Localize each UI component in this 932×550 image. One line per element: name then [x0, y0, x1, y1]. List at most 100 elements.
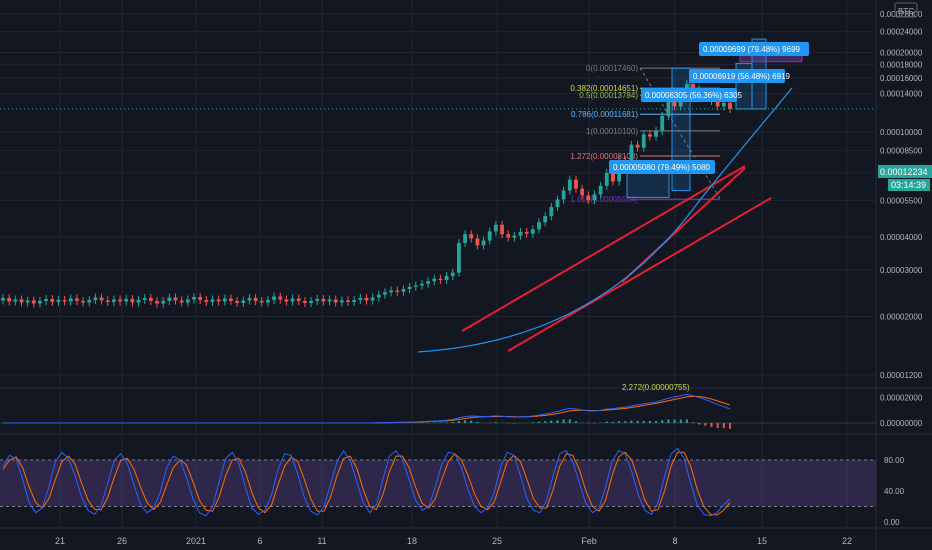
- time-tick-label: 11: [317, 536, 326, 546]
- candle-body: [352, 299, 357, 302]
- candle-body: [401, 289, 406, 292]
- candle-body: [413, 285, 418, 287]
- candle-body: [647, 134, 652, 137]
- macd-histogram-bar: [611, 421, 614, 423]
- candle-body: [469, 234, 474, 239]
- macd-histogram-bar: [494, 422, 497, 423]
- candle-body: [68, 298, 73, 302]
- candle-body: [487, 231, 492, 241]
- candle-body: [241, 300, 246, 303]
- candle-body: [567, 179, 572, 191]
- time-tick-label: 8: [672, 536, 677, 546]
- macd-histogram-bar: [568, 419, 571, 423]
- candle-body: [574, 179, 578, 189]
- macd-histogram-bar: [445, 422, 448, 423]
- candle-body: [524, 231, 529, 234]
- candle-body: [44, 298, 49, 301]
- candle-body: [666, 100, 671, 116]
- time-tick-label: 22: [842, 536, 852, 546]
- candle-body: [672, 100, 677, 107]
- macd-histogram-bar: [574, 421, 577, 423]
- fib-level-label: 1.272(0.00008108): [570, 152, 638, 161]
- candle-body: [75, 298, 79, 301]
- macd-histogram-bar: [550, 420, 553, 423]
- candle-body: [50, 298, 55, 302]
- measure-label-box: [641, 88, 737, 102]
- candle-body: [309, 300, 313, 303]
- macd-histogram-bar: [729, 423, 731, 429]
- time-tick-label: 6: [257, 536, 262, 546]
- candle-body: [586, 195, 591, 201]
- candle-body: [444, 275, 449, 280]
- macd-histogram-bar: [470, 420, 473, 423]
- candle-body: [25, 300, 30, 303]
- candle-body: [185, 299, 190, 303]
- candle-body: [432, 278, 437, 282]
- candle-body: [204, 299, 209, 302]
- macd-histogram-bar: [630, 420, 633, 423]
- candle-body: [592, 194, 597, 201]
- candle-body: [13, 299, 18, 302]
- candle-body: [118, 299, 122, 302]
- candle-body: [580, 188, 585, 196]
- time-tick-label: 26: [117, 536, 127, 546]
- current-price-text: 0.00012234: [880, 167, 928, 177]
- macd-histogram-bar: [642, 420, 645, 423]
- channel-lower-trendline: [507, 197, 772, 352]
- currency-badge-box[interactable]: [894, 2, 918, 18]
- candle-body: [500, 224, 504, 235]
- candle-body: [266, 299, 270, 303]
- candle-body: [148, 297, 153, 301]
- macd-histogram-bar: [464, 420, 467, 423]
- time-tick-label: 21: [55, 536, 65, 546]
- stochastic-axis: 80.00 40.00 0.00: [884, 456, 905, 527]
- candle-body: [284, 299, 289, 302]
- macd-histogram-bar: [636, 420, 639, 423]
- stoch-tick-label: 80.00: [884, 456, 905, 465]
- candle-body: [179, 300, 184, 303]
- candle-body: [654, 130, 658, 137]
- fib-level-label: 0.5(0.00013784): [579, 91, 638, 100]
- candle-body: [198, 297, 203, 300]
- price-tick-label: 0.00010000: [880, 128, 923, 137]
- candle-body: [549, 206, 554, 217]
- macd-axis: 0.00002000 0.00000000: [880, 394, 923, 428]
- candle-body: [161, 300, 166, 304]
- measure-labels: 0.00009699 (79.48%) 9699 0.00006919 (56.4…: [609, 42, 809, 174]
- macd-histogram-bar: [679, 419, 682, 423]
- countdown-text: 03:14:39: [891, 180, 926, 190]
- candle-body: [124, 298, 129, 302]
- candle-body: [543, 216, 548, 223]
- current-price-tag: [878, 165, 932, 178]
- time-tick-label: Feb: [581, 536, 597, 546]
- macd-histogram-bar: [476, 421, 479, 423]
- candle-body: [463, 234, 467, 243]
- candle-body: [19, 299, 24, 303]
- candle-body: [31, 300, 36, 304]
- candle-body: [506, 234, 511, 238]
- candle-body: [370, 297, 375, 301]
- macd-histogram-bar: [692, 422, 695, 423]
- trendline-drawings[interactable]: [417, 87, 793, 353]
- candle-body: [395, 290, 400, 292]
- candle-body: [302, 300, 307, 303]
- candle-body: [93, 297, 98, 300]
- candle-body: [7, 297, 12, 302]
- currency-badge[interactable]: BTC: [898, 7, 914, 16]
- time-tick-label: 18: [407, 536, 417, 546]
- price-tick-label: 0.00008500: [880, 147, 923, 156]
- candle-body: [481, 240, 486, 246]
- macd-histogram-bar: [648, 420, 651, 423]
- price-tick-label: 0.00028000: [880, 10, 923, 19]
- macd-histogram-bar: [710, 423, 713, 428]
- candle-body: [358, 297, 363, 300]
- candle-body: [660, 115, 665, 131]
- candle-body: [346, 300, 350, 302]
- macd-histogram-bar: [439, 422, 442, 423]
- candle-body: [278, 296, 283, 300]
- time-axis: 21 26 2021 6 11 18 25 Feb 8 15 22: [55, 536, 852, 546]
- candle-body: [512, 235, 517, 238]
